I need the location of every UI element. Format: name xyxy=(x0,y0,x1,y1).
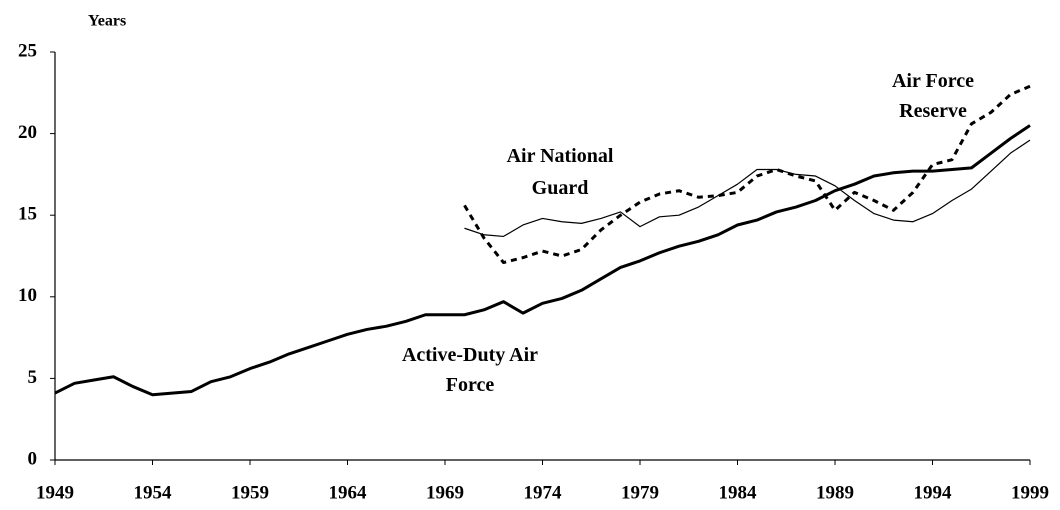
y-tick-label: 10 xyxy=(18,285,37,306)
y-axis-label: Years xyxy=(88,13,126,30)
y-tick-label: 15 xyxy=(18,204,37,225)
x-tick-label: 1974 xyxy=(524,482,563,503)
x-tick-label: 1979 xyxy=(621,482,659,503)
x-tick-label: 1969 xyxy=(426,482,464,503)
x-tick-label: 1994 xyxy=(914,482,953,503)
y-tick-label: 25 xyxy=(18,40,37,61)
x-tick-label: 1959 xyxy=(231,482,269,503)
series-line xyxy=(464,139,1031,238)
series-label: Active-Duty Air Force xyxy=(401,344,539,396)
x-tick-label: 1984 xyxy=(719,482,758,503)
y-tick-label: 5 xyxy=(28,367,38,388)
x-tick-label: 1949 xyxy=(36,482,74,503)
x-tick-label: 1999 xyxy=(1011,482,1049,503)
y-tick-label: 0 xyxy=(28,448,38,469)
series-label: Air National Guard xyxy=(506,145,614,199)
series-label: Air Force Reserve xyxy=(891,70,974,122)
series-line xyxy=(463,84,1031,265)
series-line xyxy=(54,124,1031,397)
x-tick-label: 1964 xyxy=(329,482,368,503)
y-tick-label: 20 xyxy=(18,122,37,143)
x-tick-label: 1954 xyxy=(134,482,173,503)
x-tick-label: 1989 xyxy=(816,482,854,503)
